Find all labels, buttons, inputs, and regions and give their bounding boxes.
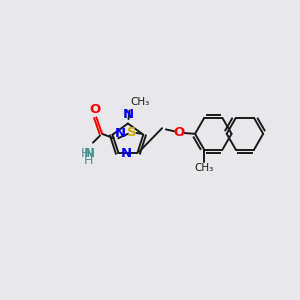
Text: N: N	[122, 108, 134, 122]
Text: N: N	[84, 147, 95, 160]
Text: N: N	[121, 147, 132, 160]
Text: O: O	[90, 103, 101, 116]
Text: CH₃: CH₃	[131, 97, 150, 107]
Text: H: H	[84, 154, 93, 167]
Text: N: N	[115, 127, 126, 140]
Text: O: O	[173, 126, 184, 139]
Text: H: H	[81, 147, 91, 160]
Text: S: S	[127, 126, 137, 139]
Text: CH₃: CH₃	[195, 164, 214, 173]
